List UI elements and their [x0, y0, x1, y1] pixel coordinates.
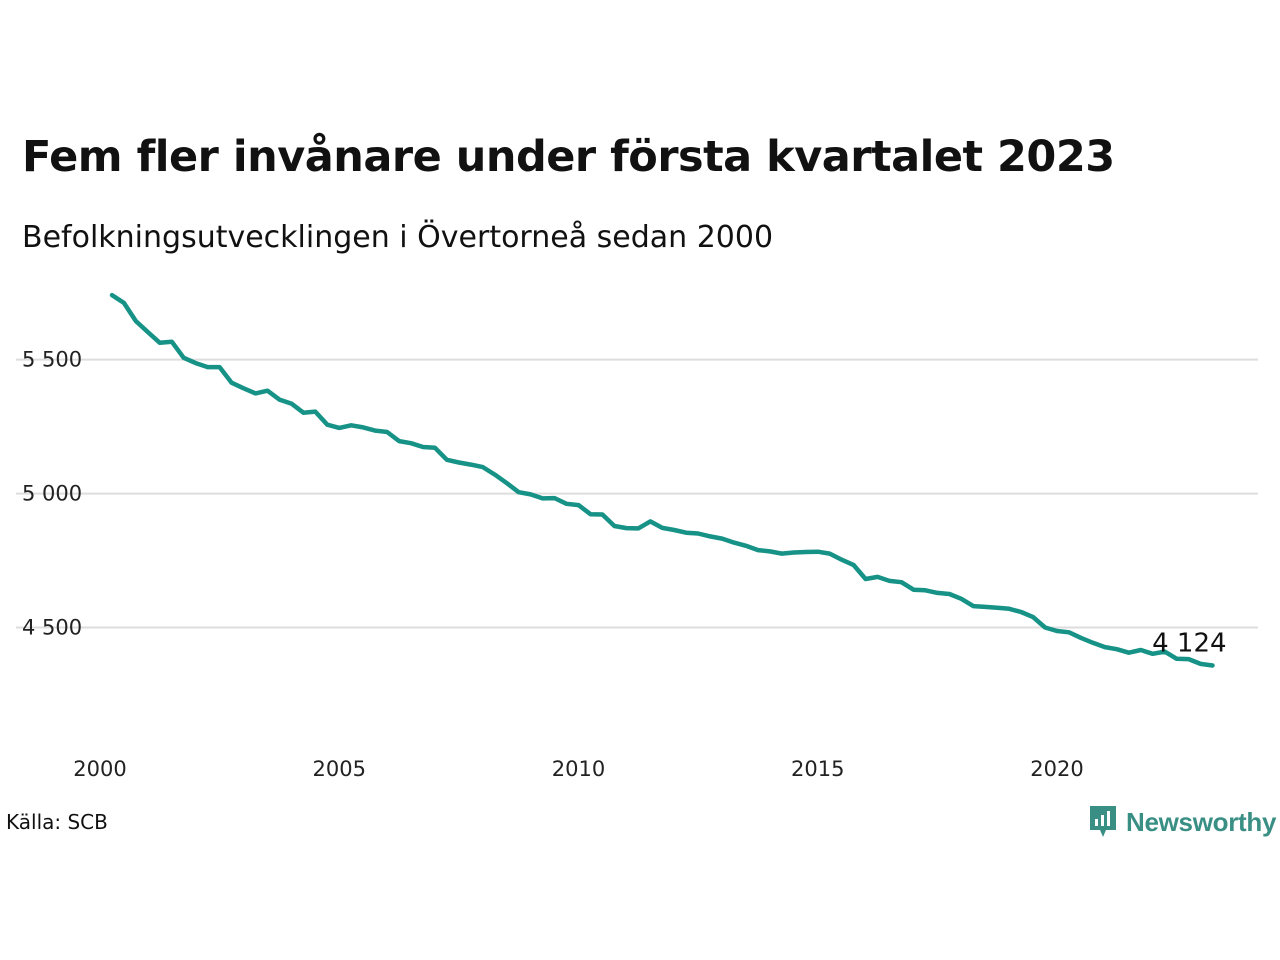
newsworthy-logo: Newsworthy [1088, 804, 1276, 840]
y-axis: 4 500 5 000 5 500 [22, 348, 82, 640]
end-value-label: 4 124 [1152, 629, 1226, 659]
source-note: Källa: SCB [6, 810, 108, 834]
y-tick-label: 5 000 [22, 482, 82, 506]
data-labels: 4 124 [1152, 629, 1226, 659]
grid-lines [16, 358, 1258, 629]
chart-subtitle: Befolkningsutvecklingen i Övertorneå sed… [22, 220, 774, 255]
series-group [109, 292, 1215, 668]
line-chart: 4 500 5 000 5 500 2000 2005 2010 2015 2020 4 1… [16, 292, 1258, 781]
newsworthy-logo-icon [1090, 806, 1116, 837]
y-tick-label: 5 500 [22, 348, 82, 372]
x-tick-label: 2015 [791, 757, 844, 781]
chart-title: Fem fler invånare under första kvartalet… [22, 132, 1115, 182]
x-tick-label: 2020 [1030, 757, 1083, 781]
x-tick-label: 2010 [552, 757, 605, 781]
x-tick-label: 2000 [73, 757, 126, 781]
x-tick-label: 2005 [313, 757, 366, 781]
series-line [109, 292, 1215, 668]
y-tick-label: 4 500 [22, 616, 82, 640]
newsworthy-logo-text: Newsworthy [1126, 806, 1277, 837]
x-axis: 2000 2005 2010 2015 2020 [73, 757, 1083, 781]
